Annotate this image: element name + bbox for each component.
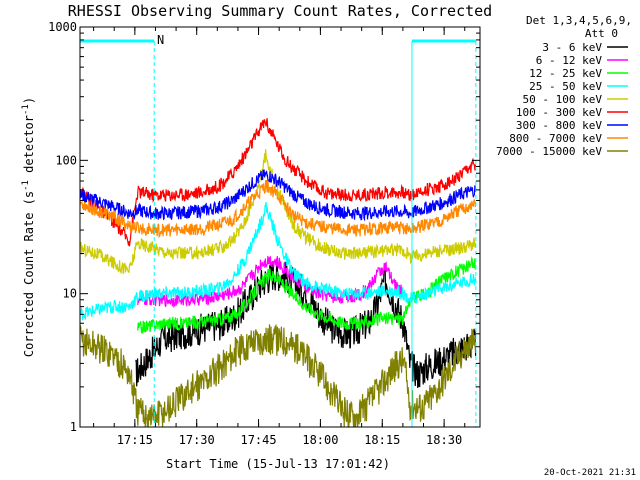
y-axis-label-part3: )	[22, 97, 36, 104]
series-line	[79, 149, 476, 275]
x-tick-label: 18:00	[302, 433, 338, 447]
chart-title: RHESSI Observing Summary Count Rates, Co…	[68, 2, 492, 20]
legend-header-line2: Att 0	[585, 27, 618, 40]
y-axis-label-sup1: -1	[21, 180, 31, 191]
y-tick-label: 1000	[48, 20, 77, 34]
axes: 1000 100 10 1 17:15 17:30 17:45 18:00 18:15 18:30	[48, 20, 481, 447]
x-tick-label: 17:15	[117, 433, 153, 447]
plot-frame	[79, 26, 481, 428]
y-tick-label: 1	[70, 420, 77, 434]
y-axis-label-part1: Corrected Count Rate (s	[22, 191, 36, 357]
annotation-label: N	[157, 33, 164, 47]
series-line	[137, 255, 405, 309]
legend-label: 100 - 300 keV	[516, 106, 602, 119]
timestamp: 20-Oct-2021 21:31	[544, 468, 636, 478]
attenuator-markers	[80, 39, 477, 427]
legend-label: 12 - 25 keV	[529, 67, 602, 80]
x-tick-label: 17:30	[179, 433, 215, 447]
x-tick-label: 18:30	[426, 433, 462, 447]
legend-label: 3 - 6 keV	[542, 41, 602, 54]
legend-label: 800 - 7000 keV	[509, 132, 602, 145]
x-tick-label: 18:15	[364, 433, 400, 447]
series-line	[135, 260, 477, 388]
legend-header-line1: Det 1,3,4,5,6,9,	[526, 14, 632, 27]
legend-label: 6 - 12 keV	[536, 54, 603, 67]
y-tick-label: 100	[55, 153, 77, 167]
series-line	[79, 118, 476, 247]
series-line	[79, 179, 476, 239]
series-line	[79, 202, 476, 321]
y-axis-label-part2: detector	[22, 115, 36, 180]
legend-label: 25 - 50 keV	[529, 80, 602, 93]
legend-label: 300 - 800 keV	[516, 119, 602, 132]
legend-label: 50 - 100 keV	[523, 93, 603, 106]
x-tick-label: 17:45	[240, 433, 276, 447]
x-axis-label: Start Time (15-Jul-13 17:01:42)	[166, 457, 390, 471]
y-axis-label-sup2: -1	[21, 104, 31, 115]
y-tick-label: 10	[63, 287, 77, 301]
legend-label: 7000 - 15000 keV	[496, 145, 602, 158]
series-layer	[79, 118, 477, 428]
y-axis-label: Corrected Count Rate (s-1 detector-1)	[21, 97, 36, 357]
series-line	[79, 169, 476, 222]
series-line	[79, 324, 476, 428]
